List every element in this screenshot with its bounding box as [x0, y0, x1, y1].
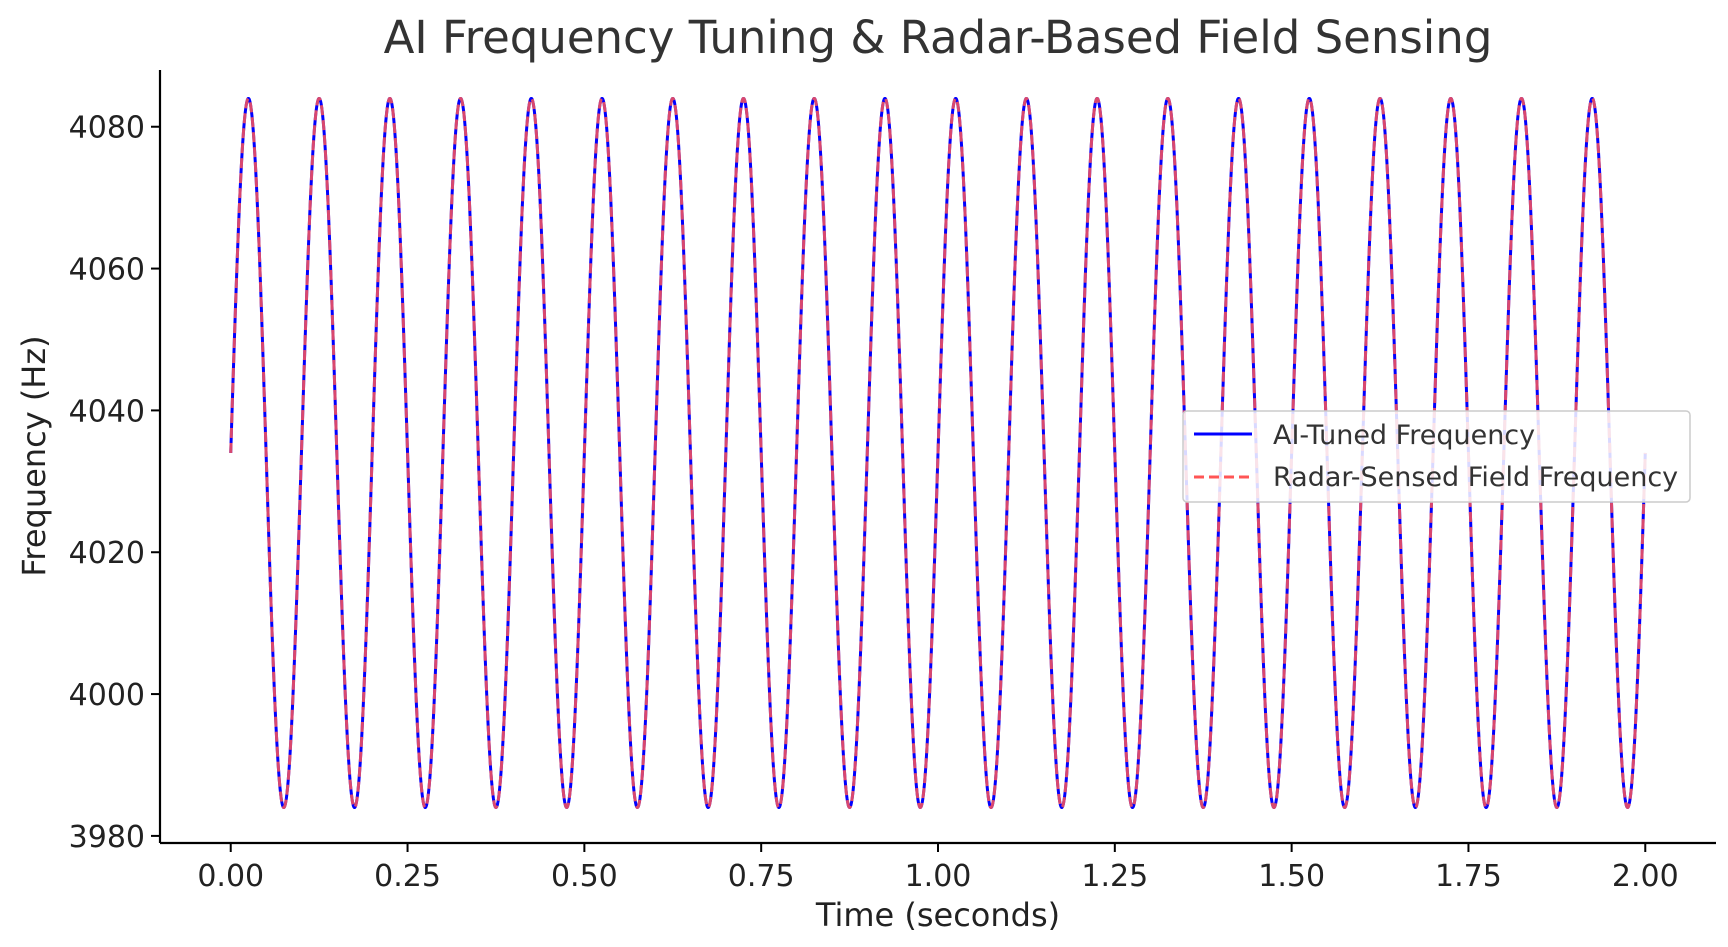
x-tick-label: 0.50	[551, 859, 618, 894]
y-tick-label: 4080	[69, 111, 145, 146]
x-ticks: 0.00 0.25 0.50 0.75 1.00 1.25 1.50 1.75 2.00	[197, 843, 1679, 894]
plot-lines	[229, 96, 1647, 809]
y-tick-label: 4060	[69, 253, 145, 288]
y-tick-label: 3980	[69, 820, 145, 855]
x-tick-label: 0.75	[728, 859, 795, 894]
x-axis-label: Time (seconds)	[815, 896, 1060, 934]
x-tick-label: 1.00	[905, 859, 972, 894]
x-tick-label: 0.00	[197, 859, 264, 894]
y-ticks: 3980 4000 4020 4040 4060 4080	[69, 111, 160, 855]
x-tick-label: 1.25	[1081, 859, 1148, 894]
y-tick-label: 4040	[69, 394, 145, 429]
x-tick-label: 1.50	[1258, 859, 1325, 894]
x-tick-label: 0.25	[374, 859, 441, 894]
legend-frame	[1182, 410, 1691, 503]
legend-label-radar-sensed: Radar-Sensed Field Frequency	[1273, 462, 1678, 493]
legend: AI-Tuned Frequency Radar-Sensed Field Fr…	[1182, 410, 1691, 503]
legend-label-ai-tuned: AI-Tuned Frequency	[1273, 420, 1535, 451]
x-tick-label: 2.00	[1612, 859, 1679, 894]
y-axis-label: Frequency (Hz)	[15, 335, 53, 576]
series-line-radar-sensed	[229, 96, 1647, 809]
chart-title: AI Frequency Tuning & Radar-Based Field …	[384, 11, 1493, 64]
y-tick-label: 4000	[69, 678, 145, 713]
x-tick-label: 1.75	[1435, 859, 1502, 894]
y-tick-label: 4020	[69, 536, 145, 571]
